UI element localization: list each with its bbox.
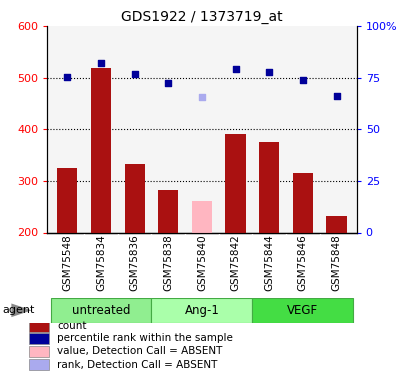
Point <box>265 69 272 75</box>
Bar <box>292 173 312 232</box>
Text: agent: agent <box>2 305 34 315</box>
Bar <box>50 298 151 322</box>
Bar <box>191 201 211 232</box>
Title: GDS1922 / 1373719_at: GDS1922 / 1373719_at <box>121 10 282 24</box>
Point <box>97 60 104 66</box>
Point <box>232 66 238 72</box>
Bar <box>225 134 245 232</box>
Bar <box>326 216 346 232</box>
Bar <box>29 346 49 357</box>
Text: GSM75838: GSM75838 <box>163 234 173 291</box>
Text: percentile rank within the sample: percentile rank within the sample <box>57 333 233 343</box>
Bar <box>29 321 49 332</box>
Bar <box>151 298 252 322</box>
Text: GSM75842: GSM75842 <box>230 234 240 291</box>
Bar <box>258 142 279 232</box>
Text: GSM75548: GSM75548 <box>62 234 72 291</box>
Text: GSM75834: GSM75834 <box>96 234 106 291</box>
Bar <box>124 164 144 232</box>
Bar <box>252 298 353 322</box>
Text: GSM75844: GSM75844 <box>263 234 274 291</box>
Text: value, Detection Call = ABSENT: value, Detection Call = ABSENT <box>57 346 222 356</box>
Bar <box>91 68 111 232</box>
Point <box>299 77 306 83</box>
Text: VEGF: VEGF <box>287 304 318 317</box>
Point <box>164 80 171 86</box>
Bar <box>57 168 77 232</box>
Bar <box>29 359 49 370</box>
Text: count: count <box>57 321 87 331</box>
Point <box>131 70 137 77</box>
Text: GSM75848: GSM75848 <box>331 234 341 291</box>
Text: GSM75836: GSM75836 <box>129 234 139 291</box>
Text: GSM75846: GSM75846 <box>297 234 307 291</box>
Polygon shape <box>11 303 31 317</box>
Point <box>333 93 339 99</box>
Text: GSM75840: GSM75840 <box>196 234 207 291</box>
Bar <box>158 190 178 232</box>
Text: untreated: untreated <box>72 304 130 317</box>
Point <box>198 94 205 100</box>
Text: rank, Detection Call = ABSENT: rank, Detection Call = ABSENT <box>57 360 217 369</box>
Bar <box>29 333 49 344</box>
Point <box>64 74 70 80</box>
Text: Ang-1: Ang-1 <box>184 304 219 317</box>
